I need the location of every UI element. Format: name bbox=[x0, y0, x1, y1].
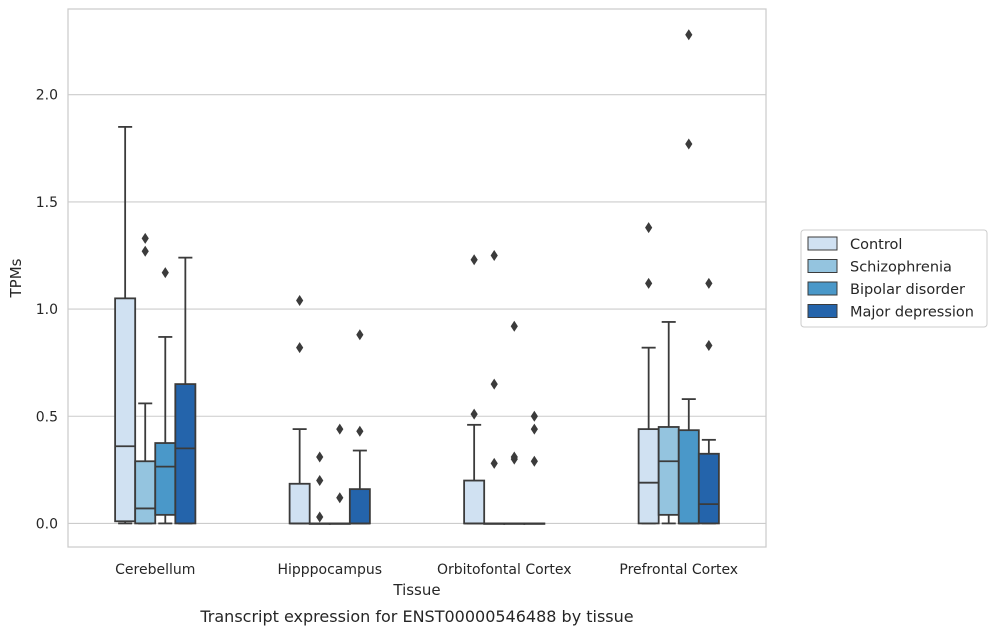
box-body bbox=[154, 442, 177, 516]
outlier-point bbox=[490, 378, 498, 390]
legend-frame bbox=[800, 229, 988, 328]
box-body bbox=[463, 479, 486, 525]
plot-area-frame bbox=[67, 8, 767, 548]
legend-label: Bipolar disorder bbox=[850, 282, 965, 298]
outlier-point bbox=[296, 342, 304, 354]
outlier-point bbox=[645, 222, 653, 234]
outlier-point bbox=[685, 29, 693, 41]
outlier-point bbox=[316, 511, 324, 523]
legend: Control Schizophrenia Bipolar disorder Majo… bbox=[800, 229, 988, 328]
y-tick-labels: 0.0 0.5 1.0 1.5 2.0 bbox=[36, 88, 58, 533]
outlier-point bbox=[490, 457, 498, 469]
outlier-point bbox=[316, 475, 324, 487]
y-tick-label: 0.5 bbox=[36, 409, 58, 425]
box-body bbox=[288, 482, 311, 525]
outlier-point bbox=[645, 277, 653, 289]
box-1-1 bbox=[308, 451, 331, 525]
box-3-0 bbox=[637, 222, 660, 525]
outlier-point bbox=[510, 451, 518, 463]
outlier-point bbox=[296, 295, 304, 307]
y-axis-label: TPMs bbox=[7, 258, 25, 298]
box-0-0 bbox=[114, 125, 137, 525]
outlier-point bbox=[685, 138, 693, 150]
legend-swatch bbox=[807, 281, 838, 296]
box-2-0 bbox=[463, 254, 486, 525]
box-body bbox=[657, 426, 680, 516]
outlier-point bbox=[530, 423, 538, 435]
y-tick-label: 0.0 bbox=[36, 516, 58, 532]
y-tick-label: 2.0 bbox=[36, 88, 58, 104]
box-2-1 bbox=[483, 249, 506, 525]
outlier-point bbox=[530, 455, 538, 467]
outlier-point bbox=[316, 451, 324, 463]
box-1-3 bbox=[348, 329, 371, 525]
box-body bbox=[697, 452, 720, 525]
outlier-point bbox=[530, 410, 538, 422]
boxplots bbox=[114, 29, 720, 525]
box-body bbox=[677, 429, 700, 525]
legend-swatch bbox=[807, 236, 838, 251]
y-tick-label: 1.5 bbox=[36, 195, 58, 211]
legend-label: Schizophrenia bbox=[850, 260, 952, 276]
box-1-0 bbox=[288, 295, 311, 525]
chart-caption: Transcript expression for ENST0000054648… bbox=[199, 607, 633, 626]
outlier-point bbox=[470, 254, 478, 266]
outlier-point bbox=[510, 320, 518, 332]
outlier-point bbox=[336, 423, 344, 435]
outlier-point bbox=[141, 245, 149, 257]
box-body bbox=[637, 428, 660, 525]
outlier-point bbox=[705, 277, 713, 289]
outlier-point bbox=[356, 425, 364, 437]
x-tick-labels: Cerebellum Hipppocampus Orbitofontal Corte… bbox=[115, 562, 738, 578]
x-tick-label: Orbitofontal Cortex bbox=[437, 562, 572, 578]
box-3-2 bbox=[677, 29, 700, 525]
outlier-point bbox=[356, 329, 364, 341]
outlier-point bbox=[336, 492, 344, 504]
box-0-3 bbox=[174, 256, 197, 525]
legend-swatch bbox=[807, 259, 838, 273]
box-body bbox=[174, 383, 197, 525]
y-tick-label: 1.0 bbox=[36, 302, 58, 318]
legend-label: Major depression bbox=[850, 305, 974, 321]
box-body bbox=[114, 297, 137, 523]
box-body bbox=[134, 460, 157, 525]
box-0-2 bbox=[154, 267, 177, 525]
box-body bbox=[348, 488, 371, 525]
x-tick-label: Cerebellum bbox=[115, 562, 195, 578]
box-2-3 bbox=[523, 410, 546, 525]
outlier-point bbox=[141, 232, 149, 244]
outlier-point bbox=[705, 340, 713, 352]
legend-label: Control bbox=[850, 237, 902, 253]
x-axis-label: Tissue bbox=[392, 581, 440, 599]
legend-swatch bbox=[807, 304, 838, 318]
x-tick-label: Prefrontal Cortex bbox=[619, 562, 738, 578]
box-3-1 bbox=[657, 321, 680, 525]
x-tick-label: Hipppocampus bbox=[277, 562, 382, 578]
box-2-2 bbox=[503, 320, 526, 525]
outlier-point bbox=[470, 408, 478, 420]
outlier-point bbox=[161, 267, 169, 279]
box-0-1 bbox=[134, 232, 157, 525]
box-3-3 bbox=[697, 277, 720, 525]
box-1-2 bbox=[328, 423, 351, 525]
outlier-point bbox=[490, 249, 498, 261]
